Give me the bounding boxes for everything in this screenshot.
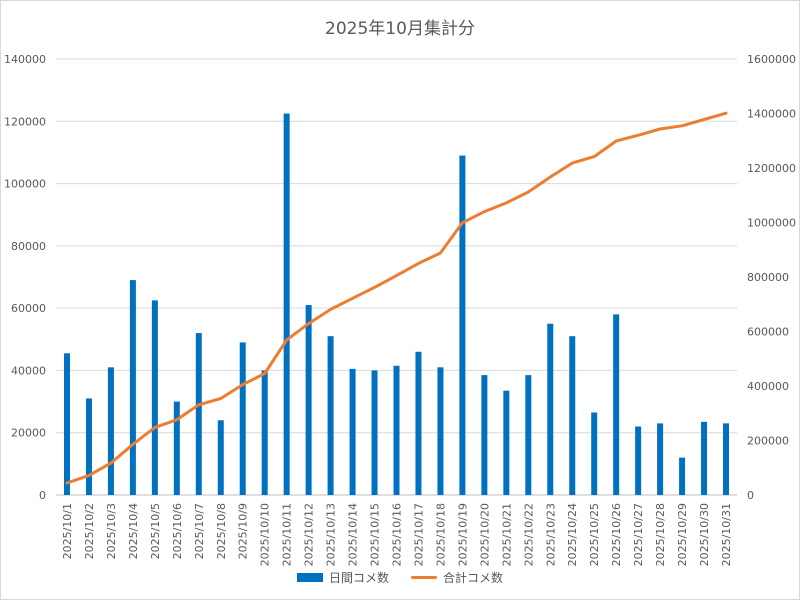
- bar: [151, 300, 158, 495]
- right-tick-label: 200000: [747, 435, 789, 448]
- left-tick-label: 0: [39, 489, 46, 502]
- x-tick-label: 2025/10/28: [654, 503, 667, 566]
- cumulative-line-path: [65, 111, 728, 485]
- x-tick-label: 2025/10/13: [325, 503, 338, 566]
- x-tick-label: 2025/10/11: [281, 503, 294, 566]
- x-axis: 2025/10/1 2025/10/2 2025/10/3 2025/10/4 2025…: [61, 503, 733, 566]
- x-tick-label: 2025/10/26: [610, 503, 623, 566]
- bar: [239, 342, 246, 495]
- legend-item-daily: 日間コメ数: [296, 569, 389, 586]
- left-y-axis: 0 20000 40000 60000 80000 100000 120000 140000: [4, 53, 46, 502]
- x-tick-label: 2025/10/18: [434, 503, 447, 566]
- bar: [437, 367, 444, 495]
- legend-item-total: 合計コメ数: [411, 569, 503, 586]
- right-tick-label: 1200000: [747, 162, 796, 175]
- daily-bars: [63, 113, 730, 496]
- right-tick-label: 800000: [747, 271, 789, 284]
- x-tick-label: 2025/10/9: [237, 503, 250, 559]
- x-tick-label: 2025/10/22: [522, 503, 535, 566]
- bar: [723, 423, 730, 495]
- bar: [679, 457, 686, 495]
- legend-label-daily: 日間コメ数: [328, 571, 389, 585]
- bar: [217, 420, 224, 495]
- bar: [261, 370, 268, 495]
- x-tick-label: 2025/10/10: [259, 503, 272, 566]
- bar: [635, 426, 642, 495]
- left-tick-label: 140000: [4, 53, 46, 66]
- right-tick-label: 0: [747, 489, 754, 502]
- bar: [415, 351, 422, 495]
- left-tick-label: 80000: [11, 240, 46, 253]
- right-tick-label: 1000000: [747, 217, 796, 230]
- x-tick-label: 2025/10/24: [566, 503, 579, 566]
- x-tick-label: 2025/10/20: [478, 503, 491, 566]
- bar: [129, 280, 136, 495]
- x-tick-label: 2025/10/2: [83, 503, 96, 559]
- bar: [613, 314, 620, 495]
- x-tick-label: 2025/10/3: [105, 503, 118, 559]
- x-tick-label: 2025/10/14: [347, 503, 360, 566]
- legend-label-total: 合計コメ数: [443, 571, 504, 585]
- x-tick-label: 2025/10/30: [698, 503, 711, 566]
- bar: [459, 155, 466, 496]
- bar: [371, 370, 378, 495]
- left-tick-label: 60000: [11, 302, 46, 315]
- bar: [503, 390, 510, 495]
- bar: [173, 401, 180, 495]
- bar: [481, 375, 488, 495]
- x-tick-label: 2025/10/8: [215, 503, 228, 559]
- chart-title: 2025年10月集計分: [325, 19, 475, 39]
- bar: [283, 113, 290, 495]
- bar: [657, 423, 664, 495]
- legend-swatch-bar: [296, 573, 323, 582]
- bar: [701, 421, 708, 495]
- x-tick-label: 2025/10/6: [171, 503, 184, 559]
- x-tick-label: 2025/10/21: [500, 503, 513, 566]
- x-tick-label: 2025/10/29: [676, 503, 689, 566]
- x-tick-label: 2025/10/23: [544, 503, 557, 566]
- bar: [591, 412, 598, 495]
- right-tick-label: 600000: [747, 326, 789, 339]
- x-tick-label: 2025/10/12: [303, 503, 316, 566]
- bar: [305, 305, 312, 495]
- x-tick-label: 2025/10/15: [369, 503, 382, 566]
- bar: [525, 375, 532, 495]
- bar: [63, 353, 70, 495]
- left-tick-label: 40000: [11, 364, 46, 377]
- x-tick-label: 2025/10/19: [456, 503, 469, 566]
- bar: [327, 336, 334, 495]
- right-tick-label: 400000: [747, 380, 789, 393]
- bar: [349, 368, 356, 495]
- right-tick-label: 1400000: [747, 108, 796, 121]
- legend: 日間コメ数 合計コメ数: [0, 569, 800, 586]
- bar: [547, 323, 554, 495]
- x-tick-label: 2025/10/5: [149, 503, 162, 559]
- x-tick-label: 2025/10/27: [632, 503, 645, 566]
- x-tick-label: 2025/10/4: [127, 503, 140, 559]
- bar: [393, 365, 400, 495]
- x-tick-label: 2025/10/7: [193, 503, 206, 559]
- x-tick-label: 2025/10/1: [61, 503, 74, 559]
- bar: [569, 336, 576, 495]
- right-tick-label: 1600000: [747, 53, 796, 66]
- left-tick-label: 120000: [4, 115, 46, 128]
- x-tick-label: 2025/10/16: [391, 503, 404, 566]
- left-tick-label: 20000: [11, 427, 46, 440]
- x-tick-label: 2025/10/25: [588, 503, 601, 566]
- right-y-axis: 0 200000 400000 600000 800000 1000000 1200000 1…: [747, 53, 796, 502]
- bar: [195, 333, 202, 495]
- x-tick-label: 2025/10/17: [413, 503, 426, 566]
- legend-swatch-line: [411, 576, 437, 579]
- cumulative-line: [65, 111, 728, 485]
- x-tick-label: 2025/10/31: [720, 503, 733, 566]
- left-tick-label: 100000: [4, 178, 46, 191]
- bar: [85, 398, 92, 495]
- bar: [107, 367, 114, 495]
